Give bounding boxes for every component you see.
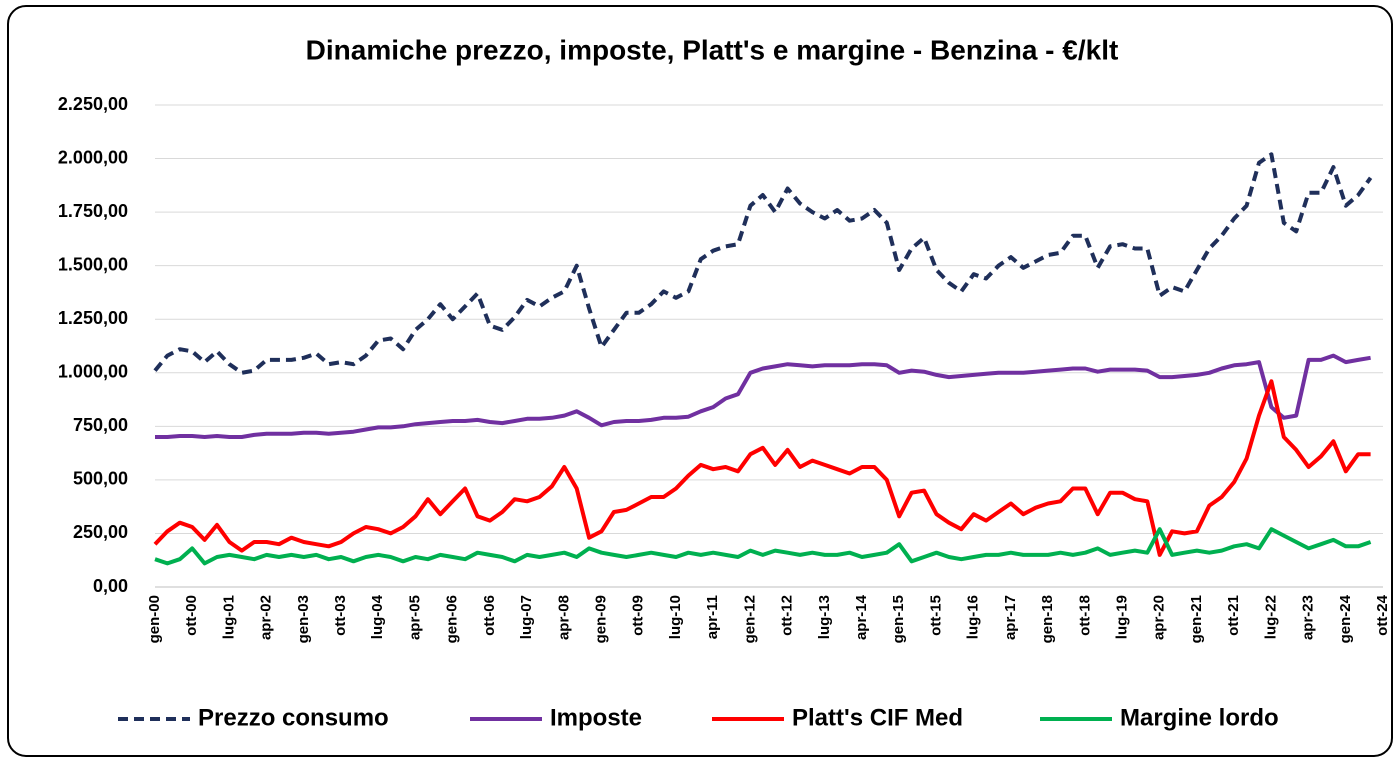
- x-tick-label: ott-12: [779, 595, 796, 636]
- y-tick-label: 2.250,00: [58, 94, 128, 114]
- x-tick-label: apr-23: [1300, 595, 1317, 640]
- y-tick-label: 1.000,00: [58, 362, 128, 382]
- x-tick-label: gen-21: [1188, 595, 1205, 643]
- data-line: [154, 527, 1372, 566]
- chart-title: Dinamiche prezzo, imposte, Platt's e mar…: [306, 34, 1119, 65]
- x-tick-label: gen-00: [146, 595, 163, 643]
- x-tick-label: lug-16: [965, 595, 982, 639]
- y-tick-label: 500,00: [73, 469, 128, 489]
- x-tick-label: apr-20: [1151, 595, 1168, 640]
- legend-label: Platt's CIF Med: [792, 704, 963, 731]
- x-tick-label: gen-12: [741, 595, 758, 643]
- x-tick-label: apr-14: [853, 594, 870, 640]
- x-tick-label: apr-05: [406, 595, 423, 640]
- x-tick-label: ott-21: [1225, 595, 1242, 636]
- x-tick-label: gen-03: [295, 595, 312, 643]
- x-tick-label: gen-09: [593, 595, 610, 643]
- y-tick-label: 250,00: [73, 522, 128, 542]
- x-tick-label: apr-02: [258, 595, 275, 640]
- legend-label: Margine lordo: [1120, 704, 1279, 731]
- x-tick-label: lug-10: [667, 595, 684, 639]
- x-tick-label: apr-08: [555, 595, 572, 640]
- legend-label: Prezzo consumo: [198, 704, 389, 731]
- data-line: [155, 353, 1371, 439]
- x-tick-label: lug-07: [518, 595, 535, 639]
- x-tick-label: ott-15: [927, 595, 944, 636]
- chart-frame: [7, 5, 1393, 757]
- x-tick-label: ott-00: [183, 595, 200, 636]
- x-tick-label: gen-18: [1039, 595, 1056, 643]
- x-tick-label: gen-24: [1337, 594, 1354, 643]
- x-tick-label: lug-04: [369, 594, 386, 639]
- x-tick-label: apr-17: [1002, 595, 1019, 640]
- x-tick-label: lug-22: [1262, 595, 1279, 639]
- x-tick-label: ott-24: [1374, 594, 1391, 635]
- x-tick-label: lug-13: [816, 595, 833, 639]
- y-tick-label: 2.000,00: [58, 147, 128, 167]
- y-tick-label: 0,00: [93, 576, 128, 596]
- x-tick-label: ott-09: [630, 595, 647, 636]
- data-line: [153, 379, 1371, 557]
- y-tick-label: 750,00: [73, 415, 128, 435]
- x-tick-label: ott-06: [481, 595, 498, 636]
- x-tick-label: ott-18: [1076, 595, 1093, 636]
- data-line: [153, 152, 1373, 375]
- x-tick-label: lug-01: [220, 595, 237, 639]
- y-tick-label: 1.250,00: [58, 308, 128, 328]
- x-tick-label: gen-15: [890, 595, 907, 643]
- x-tick-label: gen-06: [444, 595, 461, 643]
- legend-label: Imposte: [550, 704, 642, 731]
- x-tick-label: ott-03: [332, 595, 349, 636]
- y-tick-label: 1.500,00: [58, 254, 128, 274]
- x-tick-label: lug-19: [1113, 595, 1130, 639]
- y-tick-label: 1.750,00: [58, 201, 128, 221]
- x-tick-label: apr-11: [704, 595, 721, 639]
